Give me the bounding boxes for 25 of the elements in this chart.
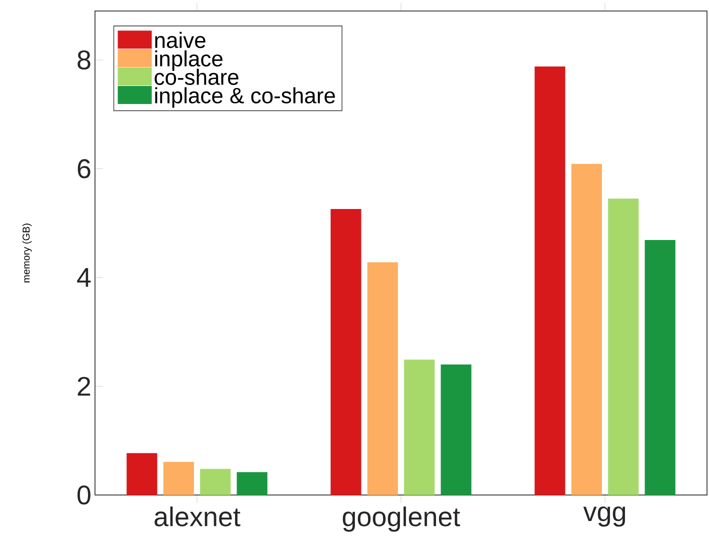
legend-label: inplace <box>155 50 222 71</box>
bar <box>163 462 194 495</box>
y-tick-label: 6 <box>78 159 90 178</box>
bar <box>330 208 362 495</box>
x-tick-label: vgg <box>583 506 626 527</box>
legend-label: inplace & co-share <box>155 87 335 108</box>
bar <box>608 198 639 495</box>
x-tick-label: alexnet <box>154 506 240 526</box>
y-tick-label: 0 <box>78 485 90 505</box>
bar <box>644 240 676 495</box>
y-tick-label: 8 <box>78 50 90 70</box>
bar <box>236 472 268 495</box>
bar <box>404 360 435 495</box>
bar <box>126 453 158 495</box>
y-axis-title: memory (GB) <box>22 224 32 282</box>
bar <box>534 66 566 495</box>
bar <box>200 468 231 495</box>
legend-label: co-share <box>154 68 238 85</box>
y-tick-label: 4 <box>77 268 91 287</box>
x-tick-label: googlenet <box>342 506 460 532</box>
bar <box>367 262 398 495</box>
legend-label: naive <box>155 32 206 48</box>
y-tick-label: 2 <box>78 376 90 396</box>
bar <box>440 364 472 495</box>
bar <box>571 164 602 495</box>
